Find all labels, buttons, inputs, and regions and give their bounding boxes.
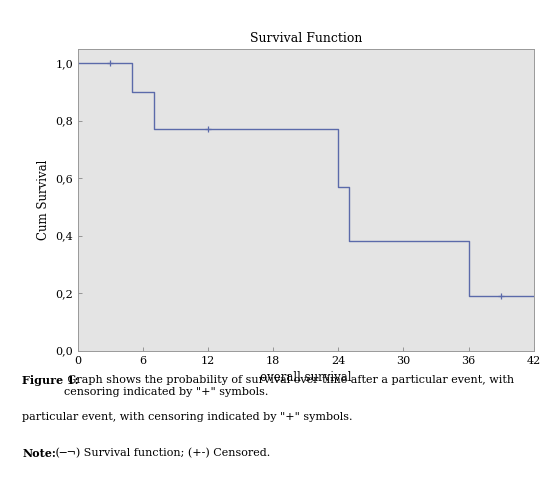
Y-axis label: Cum Survival: Cum Survival (37, 159, 49, 240)
Text: Graph shows the probability of survival over time after a particular event, with: Graph shows the probability of survival … (64, 375, 514, 396)
Text: Note:: Note: (22, 448, 56, 459)
Text: Figure 1:: Figure 1: (22, 375, 79, 386)
Title: Survival Function: Survival Function (250, 32, 362, 45)
Text: particular event, with censoring indicated by "+" symbols.: particular event, with censoring indicat… (22, 412, 353, 422)
X-axis label: overall survival: overall survival (260, 371, 351, 384)
Text: (─¬) Survival function; (+-) Censored.: (─¬) Survival function; (+-) Censored. (52, 448, 271, 458)
